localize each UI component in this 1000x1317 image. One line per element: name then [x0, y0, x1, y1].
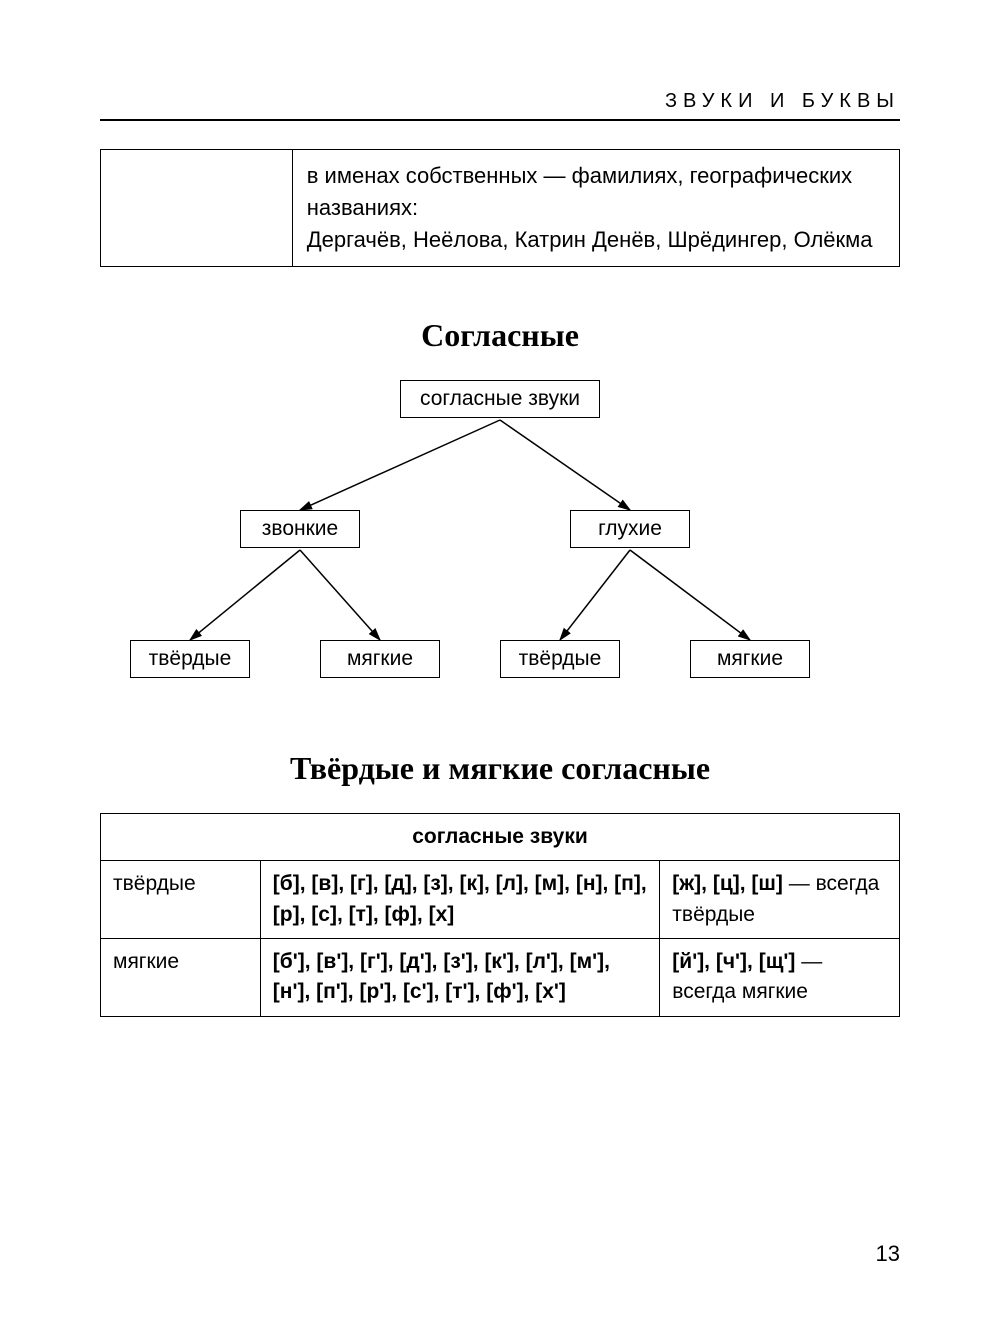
- row-always: [ж], [ц], [ш] — всегда твёрдые: [660, 861, 900, 939]
- tree-node-l2d: мягкие: [690, 640, 810, 678]
- heading-hard-soft: Твёрдые и мягкие согласные: [100, 750, 900, 787]
- tree-node-root: согласные звуки: [400, 380, 600, 418]
- row-sounds: [б'], [в'], [г'], [д'], [з'], [к'], [л']…: [260, 938, 660, 1016]
- table-header: согласные звуки: [101, 813, 900, 860]
- top-table-text-cell: в именах собственных — фамилиях, географ…: [292, 150, 899, 267]
- page: ЗВУКИ И БУКВЫ в именах собственных — фам…: [0, 0, 1000, 1317]
- table-row: мягкие [б'], [в'], [г'], [д'], [з'], [к'…: [101, 938, 900, 1016]
- tree-node-l1a: звонкие: [240, 510, 360, 548]
- top-info-table: в именах собственных — фамилиях, географ…: [100, 149, 900, 267]
- tree-node-l2b: мягкие: [320, 640, 440, 678]
- running-header: ЗВУКИ И БУКВЫ: [100, 90, 900, 121]
- tree-node-l2c: твёрдые: [500, 640, 620, 678]
- row-always-bold: [й'], [ч'], [щ']: [672, 950, 795, 973]
- top-table-empty-cell: [101, 150, 293, 267]
- tree-diagram: согласные звуки звонкие глухие твёрдые мягки…: [100, 380, 900, 700]
- row-label: мягкие: [101, 938, 261, 1016]
- page-number: 13: [876, 1241, 900, 1267]
- tree-node-l2a: твёрдые: [130, 640, 250, 678]
- row-sounds: [б], [в], [г], [д], [з], [к], [л], [м], …: [260, 861, 660, 939]
- tree-node-l1b: глухие: [570, 510, 690, 548]
- row-always-bold: [ж], [ц], [ш]: [672, 872, 783, 895]
- table-row: твёрдые [б], [в], [г], [д], [з], [к], [л…: [101, 861, 900, 939]
- hard-soft-table: согласные звуки твёрдые [б], [в], [г], […: [100, 813, 900, 1017]
- row-label: твёрдые: [101, 861, 261, 939]
- row-always: [й'], [ч'], [щ'] — всегда мягкие: [660, 938, 900, 1016]
- heading-consonants: Согласные: [100, 317, 900, 354]
